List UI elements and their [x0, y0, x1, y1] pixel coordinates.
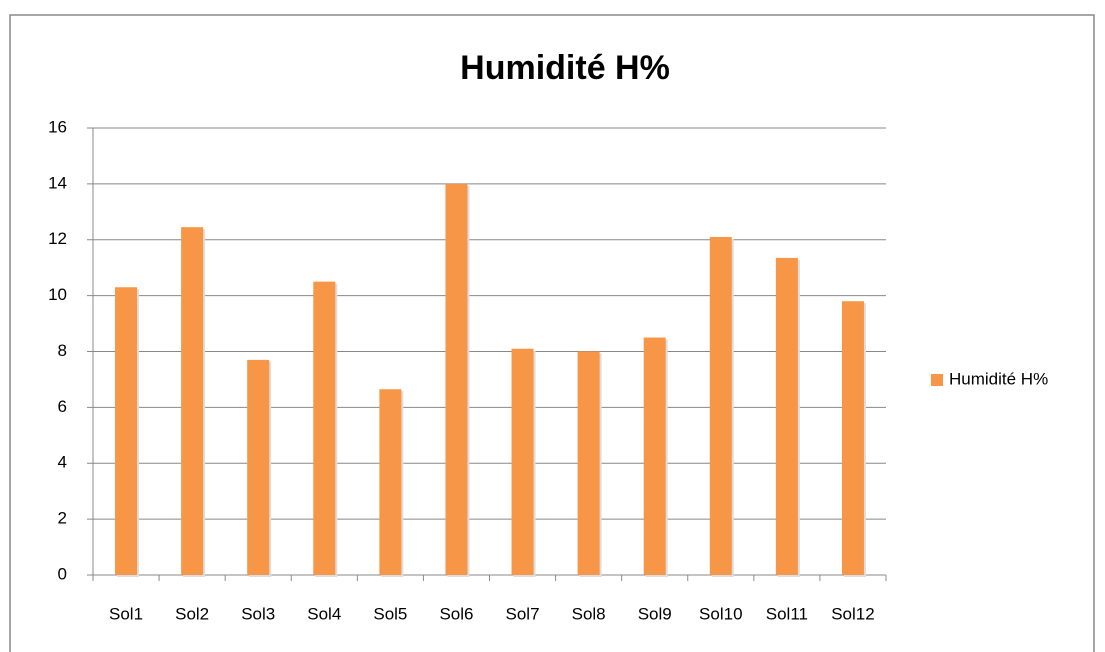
y-tick-label: 2	[58, 509, 67, 528]
x-tick-label: Sol1	[109, 604, 143, 623]
x-tick-label: Sol7	[506, 604, 540, 623]
bar	[247, 359, 270, 575]
bar	[445, 183, 468, 575]
chart-border	[9, 14, 1095, 652]
y-tick-label: 12	[48, 229, 67, 248]
bar	[775, 257, 798, 575]
x-tick-label: Sol12	[831, 604, 874, 623]
x-tick-label: Sol2	[175, 604, 209, 623]
y-tick-label: 8	[58, 341, 67, 360]
bar	[115, 287, 138, 575]
y-tick-label: 16	[48, 117, 67, 136]
bar	[577, 351, 600, 575]
y-tick-label: 4	[58, 453, 67, 472]
y-tick-label: 0	[58, 564, 67, 583]
x-tick-label: Sol11	[766, 604, 808, 623]
x-tick-label: Sol5	[373, 604, 407, 623]
bar	[709, 236, 732, 576]
bar	[511, 348, 534, 575]
bar	[181, 227, 204, 575]
x-tick-label: Sol3	[241, 604, 275, 623]
bar	[841, 301, 864, 575]
x-tick-label: Sol6	[439, 604, 473, 623]
bar	[643, 337, 666, 575]
y-tick-label: 6	[58, 397, 67, 416]
bar	[313, 281, 336, 575]
x-tick-label: Sol4	[307, 604, 341, 623]
chart-title: Humidité H%	[460, 49, 670, 87]
x-tick-label: Sol8	[572, 604, 606, 623]
x-tick-label: Sol9	[638, 604, 672, 623]
x-tick-label: Sol10	[699, 604, 742, 623]
legend-label: Humidité H%	[949, 369, 1048, 388]
y-tick-label: 10	[48, 285, 67, 304]
legend-swatch	[931, 374, 943, 386]
bar	[379, 389, 402, 575]
y-tick-label: 14	[48, 173, 67, 192]
